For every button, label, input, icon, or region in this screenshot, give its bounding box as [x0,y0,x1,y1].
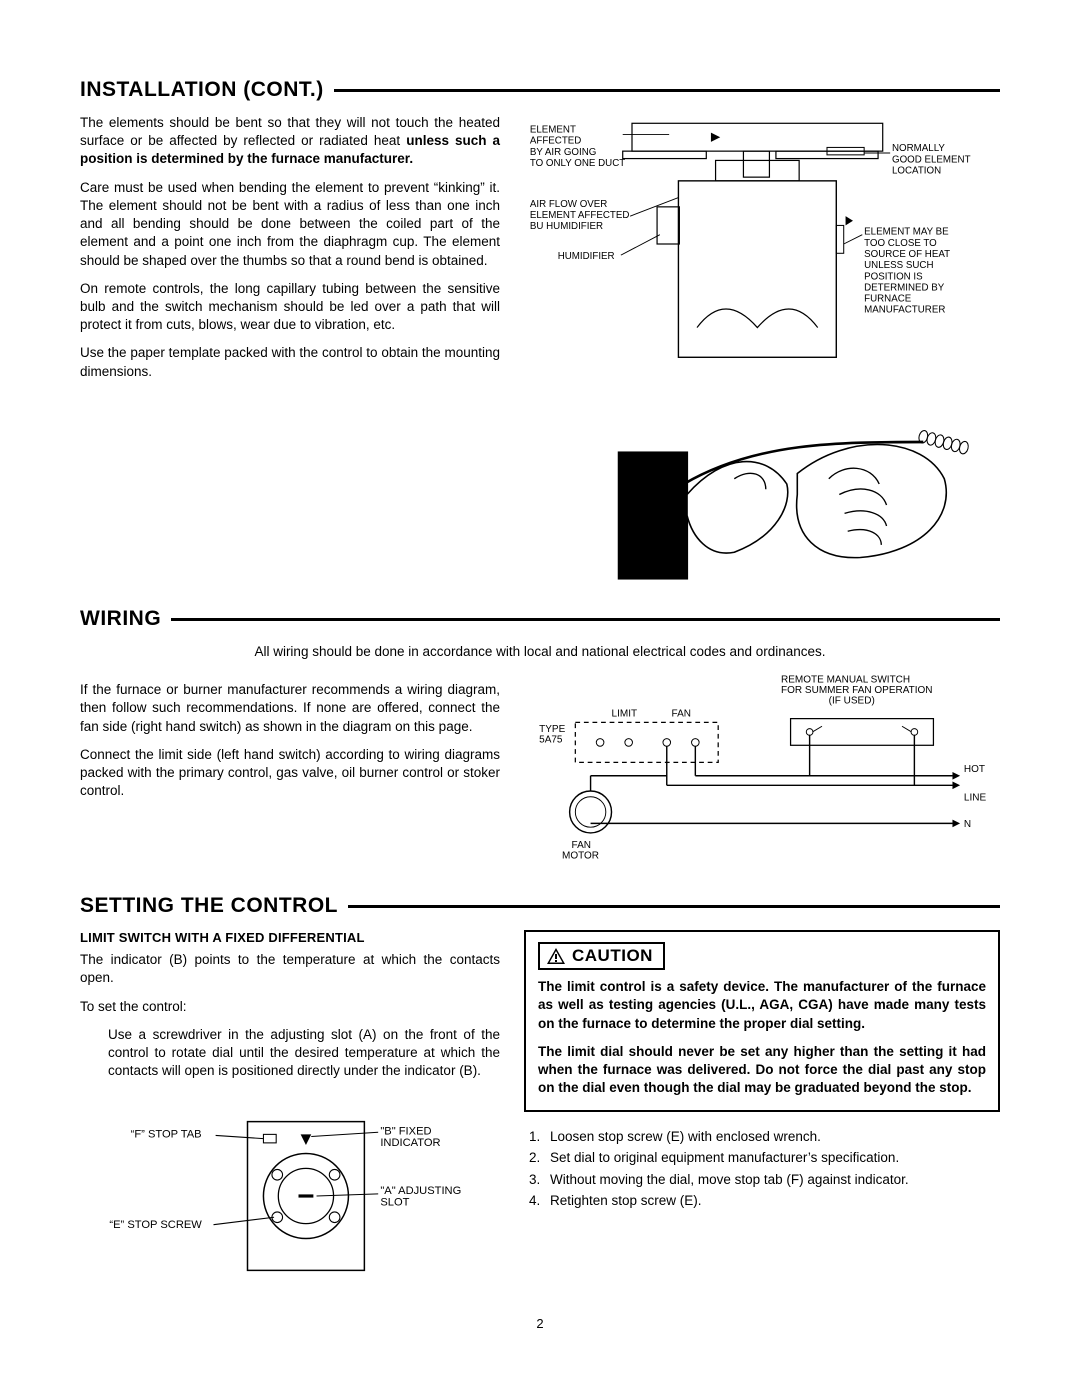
lbl: AIR FLOW OVER ELEMENT AFFECTED BU HUMIDI… [530,199,632,232]
caution-text: CAUTION [572,946,653,966]
p: The elements should be bent so that they… [80,114,500,169]
lbl: HOT [964,764,985,775]
installation-text: The elements should be bent so that they… [80,114,500,589]
step: Retighten stop screw (E). [544,1190,1000,1212]
lbl: ELEMENT MAY BE TOO CLOSE TO SOURCE OF HE… [864,227,953,316]
section-header-setting: SETTING THE CONTROL [80,894,1000,918]
lbl: “F” STOP TAB [131,1128,202,1140]
warning-icon [546,947,566,965]
p: Care must be used when bending the eleme… [80,179,500,270]
wiring-row: If the furnace or burner manufacturer re… [80,671,1000,876]
setting-row: LIMIT SWITCH WITH A FIXED DIFFERENTIAL T… [80,930,1000,1285]
steps-list: Loosen stop screw (E) with enclosed wren… [544,1126,1000,1212]
p: The indicator (B) points to the temperat… [80,951,500,987]
caution-p: The limit control is a safety device. Th… [538,978,986,1033]
lbl: HUMIDIFIER [558,251,615,262]
page-number: 2 [80,1316,1000,1331]
lbl: N [964,819,971,830]
caution-box: CAUTION The limit control is a safety de… [524,930,1000,1111]
p: On remote controls, the long capillary t… [80,280,500,335]
rule [348,905,1000,908]
p: Connect the limit side (left hand switch… [80,746,500,801]
caution-p: The limit dial should never be set any h… [538,1043,986,1098]
lbl: “E” STOP SCREW [109,1218,202,1230]
step: Without moving the dial, move stop tab (… [544,1169,1000,1191]
wiring-intro: All wiring should be done in accordance … [80,643,1000,661]
lbl: REMOTE MANUAL SWITCH FOR SUMMER FAN OPER… [781,675,935,707]
wiring-diagram: REMOTE MANUAL SWITCH FOR SUMMER FAN OPER… [524,671,1000,871]
subheading: LIMIT SWITCH WITH A FIXED DIFFERENTIAL [80,930,500,945]
step: Set dial to original equipment manufactu… [544,1147,1000,1169]
heading-wiring: WIRING [80,607,161,631]
caution-label: CAUTION [538,942,665,970]
installation-diagrams: ELEMENT AFFECTED BY AIR GOING TO ONLY ON… [524,114,1000,589]
wiring-text: If the furnace or burner manufacturer re… [80,671,500,876]
rule [334,89,1000,92]
lbl: LIMIT [612,709,638,720]
wiring-diagram-col: REMOTE MANUAL SWITCH FOR SUMMER FAN OPER… [524,671,1000,876]
hands-diagram [595,379,1000,589]
step: Loosen stop screw (E) with enclosed wren… [544,1126,1000,1148]
furnace-diagram: ELEMENT AFFECTED BY AIR GOING TO ONLY ON… [524,114,1000,374]
dial-diagram: “F” STOP TAB “E” STOP SCREW "B" FIXEDIND… [80,1111,500,1281]
section-header-installation: INSTALLATION (CONT.) [80,78,1000,102]
lbl: FANMOTOR [562,840,599,861]
lbl: "B" FIXEDINDICATOR [380,1125,440,1149]
p: To set the control: [80,998,500,1016]
section-header-wiring: WIRING [80,607,1000,631]
rule [171,618,1000,621]
lbl: ELEMENT AFFECTED BY AIR GOING TO ONLY ON… [530,125,625,169]
installation-row: The elements should be bent so that they… [80,114,1000,589]
p: If the furnace or burner manufacturer re… [80,681,500,736]
lbl: "A" ADJUSTINGSLOT [380,1184,461,1208]
setting-right: CAUTION The limit control is a safety de… [524,930,1000,1285]
lbl: TYPE5A75 [539,724,565,745]
p: Use the paper template packed with the c… [80,344,500,380]
p-indent: Use a screwdriver in the adjusting slot … [108,1026,500,1081]
lbl: FAN [672,709,691,720]
heading-installation: INSTALLATION (CONT.) [80,78,324,102]
heading-setting: SETTING THE CONTROL [80,894,338,918]
lbl: NORMALLY GOOD ELEMENT LOCATION [892,143,973,176]
lbl: LINE [964,793,987,804]
setting-left: LIMIT SWITCH WITH A FIXED DIFFERENTIAL T… [80,930,500,1285]
